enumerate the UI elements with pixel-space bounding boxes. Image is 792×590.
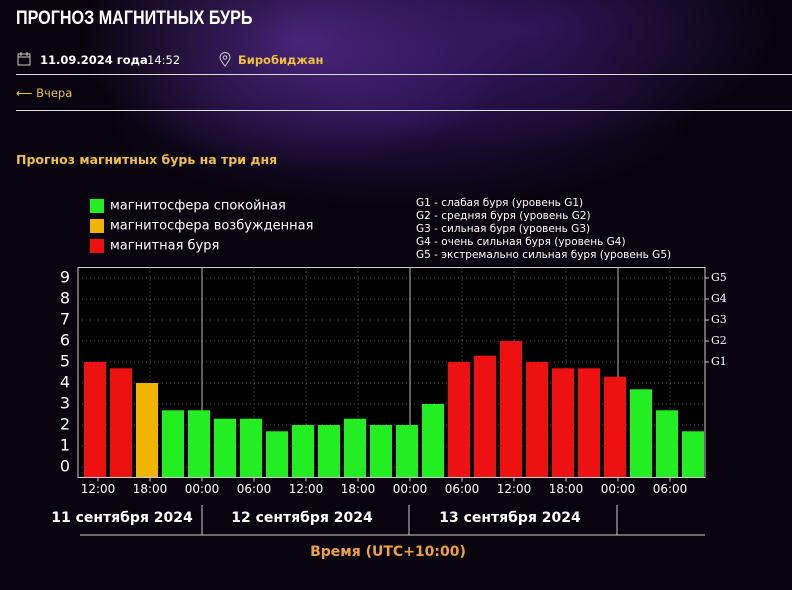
page-title: ПРОГНОЗ МАГНИТНЫХ БУРЬ: [16, 8, 253, 29]
bar: [474, 355, 496, 477]
legend-label: магнитосфера спокойная: [110, 199, 286, 214]
bar: [110, 368, 132, 477]
legend-swatch: [90, 239, 104, 253]
bar: [630, 389, 652, 477]
time: 14:52: [147, 53, 181, 67]
x-tick-label: 12:00: [497, 482, 532, 496]
y-tick-label: 1: [60, 436, 70, 455]
legend-label: магнитная буря: [110, 239, 219, 254]
x-axis-title: Время (UTC+10:00): [310, 544, 466, 560]
bar: [318, 425, 340, 477]
x-tick-label: 18:00: [133, 482, 168, 496]
day-label: 12 сентября 2024: [231, 510, 373, 526]
chart: магнитосфера спокойная магнитосфера возбу…: [51, 197, 727, 560]
x-tick-label: 18:00: [549, 482, 584, 496]
divider: [16, 74, 792, 75]
bar: [266, 431, 288, 477]
scale-note: G5 - экстремально сильная буря (уровень …: [416, 249, 671, 261]
y2-tick-label: G3: [711, 313, 727, 326]
section-title: Прогноз магнитных бурь на три дня: [16, 152, 278, 167]
bar: [240, 418, 262, 477]
bar: [604, 376, 626, 477]
scale-note: G1 - слабая буря (уровень G1): [416, 197, 583, 209]
x-tick-label: 18:00: [341, 482, 376, 496]
y2-tick-label: G1: [711, 355, 727, 368]
bar: [292, 425, 314, 477]
bar: [136, 383, 158, 477]
legend-label: магнитосфера возбужденная: [110, 219, 313, 234]
bar: [552, 368, 574, 477]
y-tick-label: 5: [60, 352, 70, 371]
y-tick-label: 2: [60, 415, 70, 434]
legend-swatch: [90, 219, 104, 233]
y-tick-label: 9: [60, 268, 70, 287]
x-tick-label: 06:00: [653, 482, 688, 496]
day-label: 11 сентября 2024: [51, 510, 193, 526]
x-tick-label: 00:00: [601, 482, 636, 496]
x-tick-label: 06:00: [237, 482, 272, 496]
x-tick-label: 12:00: [289, 482, 324, 496]
y2-tick-label: G4: [711, 292, 727, 305]
back-link[interactable]: ⟵ Вчера: [16, 86, 73, 100]
bar: [422, 404, 444, 477]
y-tick-label: 6: [60, 331, 70, 350]
bar: [656, 410, 678, 477]
bar: [500, 341, 522, 477]
day-label: 13 сентября 2024: [439, 510, 581, 526]
y-tick-label: 4: [60, 373, 70, 392]
y-tick-label: 8: [60, 289, 70, 308]
y-tick-label: 3: [60, 394, 70, 413]
y-tick-label: 0: [60, 457, 70, 476]
pin-icon: [219, 52, 231, 67]
city[interactable]: Биробиджан: [238, 53, 324, 67]
bar: [578, 368, 600, 477]
bar: [396, 425, 418, 477]
date: 11.09.2024 года: [40, 53, 148, 67]
calendar-icon: [17, 52, 31, 66]
y-tick-label: 7: [60, 310, 70, 329]
bar: [344, 418, 366, 477]
x-tick-label: 06:00: [445, 482, 480, 496]
bar: [682, 431, 704, 477]
bar: [84, 362, 106, 477]
bar: [214, 418, 236, 477]
y2-tick-label: G5: [711, 271, 727, 284]
legend-swatch: [90, 199, 104, 213]
x-tick-label: 00:00: [185, 482, 220, 496]
scale-note: G3 - сильная буря (уровень G3): [416, 223, 590, 235]
bar: [370, 425, 392, 477]
scale-note: G2 - средняя буря (уровень G2): [416, 210, 591, 222]
bar: [188, 410, 210, 477]
bar: [526, 362, 548, 477]
scale-note: G4 - очень сильная буря (уровень G4): [416, 236, 626, 248]
divider: [16, 110, 792, 111]
bar: [162, 410, 184, 477]
bar: [448, 362, 470, 477]
x-tick-label: 12:00: [81, 482, 116, 496]
y2-tick-label: G2: [711, 334, 727, 347]
x-tick-label: 00:00: [393, 482, 428, 496]
